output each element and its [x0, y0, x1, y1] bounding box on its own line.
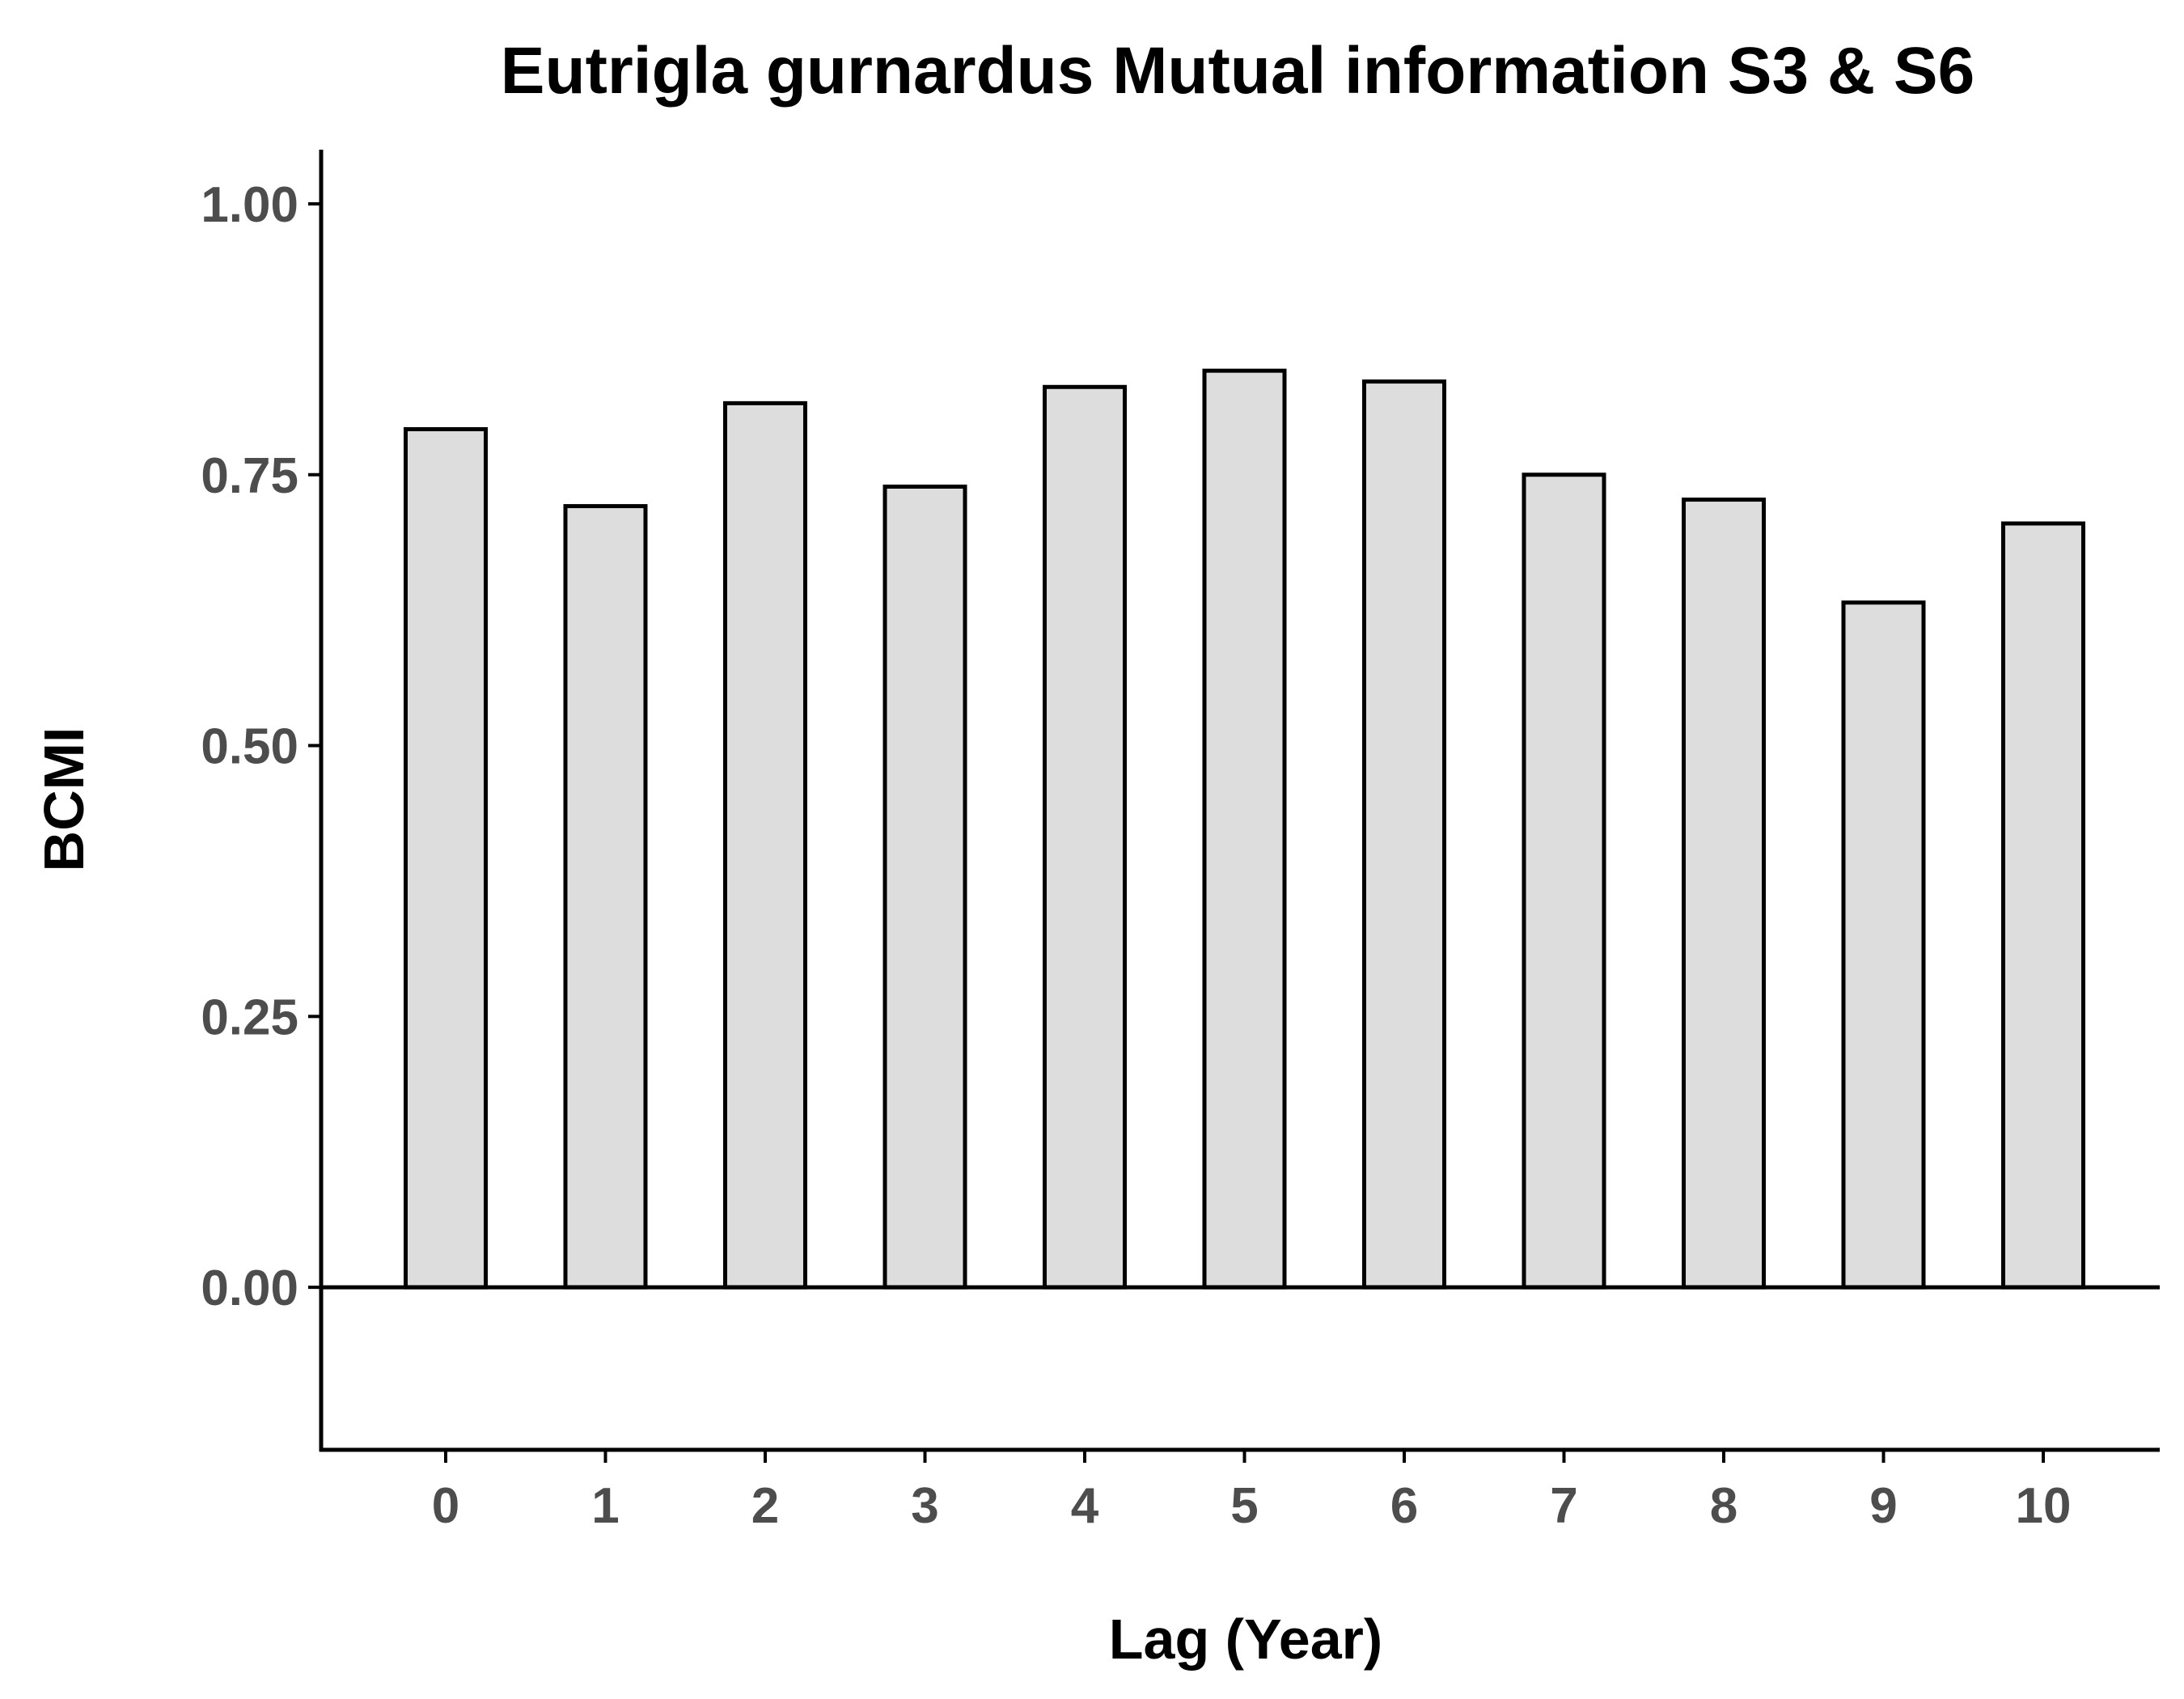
x-tick-label: 0	[432, 1478, 459, 1534]
bar-lag-4	[1043, 384, 1127, 1290]
bar-lag-3	[882, 484, 967, 1290]
x-tick-label: 2	[751, 1478, 779, 1534]
bar-lag-5	[1202, 368, 1287, 1290]
bar-lag-1	[563, 504, 648, 1290]
y-tick-label: 0.50	[201, 719, 298, 775]
x-tick-label: 5	[1230, 1478, 1258, 1534]
bar-lag-0	[404, 427, 488, 1290]
x-tick-label: 6	[1390, 1478, 1418, 1534]
y-tick-label: 0.00	[201, 1260, 298, 1316]
x-axis-title: Lag (Year)	[1109, 1608, 1382, 1671]
bar-lag-8	[1682, 498, 1766, 1290]
y-tick-label: 0.25	[201, 989, 298, 1045]
x-tick-label: 1	[591, 1478, 619, 1534]
chart-title: Eutrigla gurnardus Mutual information S3…	[501, 34, 1974, 108]
y-axis-title: BCMI	[32, 727, 95, 872]
bar-lag-2	[723, 400, 807, 1290]
x-tick-label: 3	[911, 1478, 938, 1534]
y-tick-label: 1.00	[201, 177, 298, 233]
x-tick-label: 10	[2016, 1478, 2072, 1534]
x-tick-label: 8	[1710, 1478, 1737, 1534]
bar-lag-6	[1362, 379, 1446, 1290]
x-tick-label: 9	[1869, 1478, 1897, 1534]
bars-layer	[404, 368, 2085, 1290]
axes-layer	[319, 150, 2160, 1452]
x-tick-label: 7	[1550, 1478, 1577, 1534]
y-tick-label: 0.75	[201, 448, 298, 504]
ticks-layer: 0.00 0.25 0.50 0.75 1.00 0 1 2 3 4 5 6 7 8 9 10	[201, 177, 2071, 1534]
bar-lag-9	[1841, 600, 1926, 1290]
bar-lag-10	[2001, 521, 2085, 1290]
x-tick-label: 4	[1071, 1478, 1099, 1534]
bar-lag-7	[1522, 472, 1606, 1290]
